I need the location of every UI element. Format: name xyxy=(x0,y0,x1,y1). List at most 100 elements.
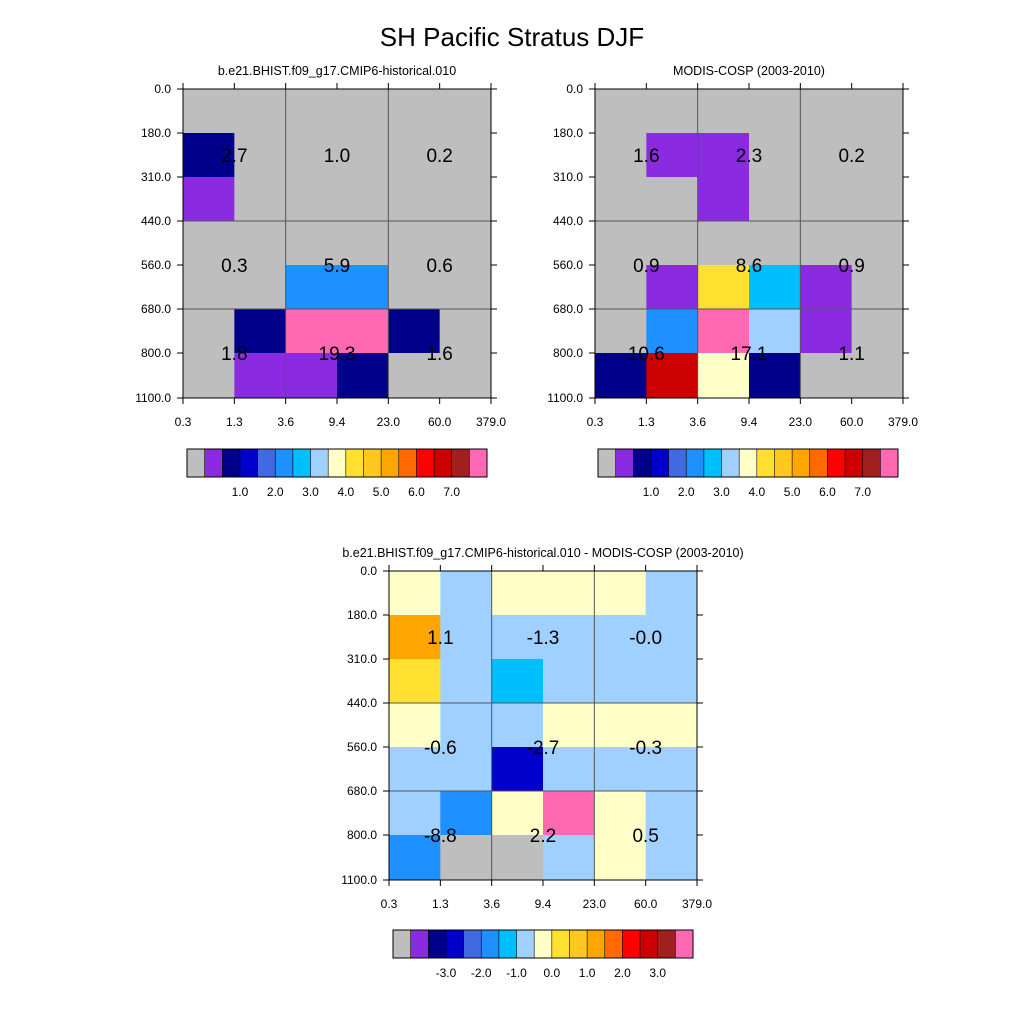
colorbar-swatch xyxy=(469,449,488,477)
colorbar-frame xyxy=(186,448,488,478)
colorbar-swatch xyxy=(481,930,500,958)
heatmap-cell xyxy=(491,835,544,881)
x-tick-label: 1.3 xyxy=(432,897,449,911)
heatmap-cell xyxy=(645,835,698,881)
heatmap-cell xyxy=(594,835,647,881)
heatmap-cell xyxy=(491,791,544,836)
heatmap-cell xyxy=(439,133,492,178)
panel-title: b.e21.BHIST.f09_g17.CMIP6-historical.010… xyxy=(342,546,743,560)
heatmap-cell xyxy=(439,89,492,134)
heatmap-cell xyxy=(234,133,287,178)
x-tick-label: 60.0 xyxy=(634,897,658,911)
y-tick-label: 1100.0 xyxy=(547,391,583,405)
heatmap-cell xyxy=(234,265,287,310)
colorbar-swatch xyxy=(640,930,659,958)
panel-title: b.e21.BHIST.f09_g17.CMIP6-historical.010 xyxy=(218,64,456,78)
heatmap-cell xyxy=(851,353,904,399)
colorbar-swatch xyxy=(516,930,535,958)
heatmap-cell xyxy=(749,353,801,399)
heatmap-cell xyxy=(646,353,699,399)
y-tick-label: 800.0 xyxy=(141,346,171,360)
heatmap-cell xyxy=(234,221,287,266)
heatmap-cell xyxy=(337,309,389,354)
colorbar-label: 5.0 xyxy=(784,485,801,499)
heatmap-cell xyxy=(285,133,338,178)
heatmap-cell xyxy=(646,133,699,178)
heatmap-cell xyxy=(388,89,441,134)
heatmap-cell xyxy=(440,615,493,660)
heatmap-cell xyxy=(285,265,338,310)
heatmap-cell xyxy=(440,659,493,704)
x-tick-label: 3.6 xyxy=(483,897,500,911)
colorbar-swatch xyxy=(445,930,464,958)
colorbar-swatch xyxy=(615,449,634,477)
x-tick-label: 3.6 xyxy=(277,415,294,429)
heatmap-cell xyxy=(285,177,338,222)
y-tick-label: 680.0 xyxy=(553,302,583,316)
heatmap-cell xyxy=(800,353,853,399)
colorbar-swatch xyxy=(328,449,347,477)
heatmap-cell xyxy=(388,221,441,266)
heatmap-cell xyxy=(491,703,544,748)
colorbar-swatch xyxy=(310,449,329,477)
heatmap-cell xyxy=(337,89,389,134)
heatmap-cell xyxy=(183,353,235,399)
y-tick-label: 560.0 xyxy=(141,258,171,272)
colorbar-label: 3.0 xyxy=(649,966,666,980)
y-tick-label: 310.0 xyxy=(347,652,377,666)
colorbar-swatch xyxy=(657,930,676,958)
colorbar-swatch xyxy=(463,930,482,958)
y-tick-label: 800.0 xyxy=(553,346,583,360)
heatmap-cell xyxy=(697,221,750,266)
heatmap-cell xyxy=(183,309,235,354)
box-value-label: 0.9 xyxy=(633,256,659,277)
colorbar-swatch xyxy=(827,449,846,477)
heatmap-cell xyxy=(439,177,492,222)
colorbar-label: 1.0 xyxy=(579,966,596,980)
x-tick-label: 0.3 xyxy=(381,897,398,911)
heatmap-cell xyxy=(491,659,544,704)
heatmap-cell xyxy=(183,265,235,310)
heatmap-cell xyxy=(646,89,699,134)
x-tick-label: 60.0 xyxy=(428,415,452,429)
colorbar-swatch xyxy=(551,930,570,958)
box-value-label: 0.5 xyxy=(632,826,658,847)
box-value-label: 0.2 xyxy=(838,146,864,167)
colorbar-swatch xyxy=(650,449,669,477)
heatmap-cell xyxy=(645,703,698,748)
box-value-label: 0.6 xyxy=(426,256,452,277)
box-value-label: 2.2 xyxy=(530,826,556,847)
heatmap-cell xyxy=(388,133,441,178)
colorbar-swatch xyxy=(410,930,429,958)
heatmap-cell xyxy=(645,571,698,616)
heatmap-cell xyxy=(543,615,595,660)
heatmap-cell xyxy=(595,133,647,178)
heatmap-cell xyxy=(851,177,904,222)
y-tick-label: 560.0 xyxy=(347,740,377,754)
colorbar-swatch xyxy=(204,449,223,477)
heatmap-cell xyxy=(595,221,647,266)
colorbar-swatch xyxy=(498,930,517,958)
colorbar-swatch xyxy=(862,449,881,477)
heatmap-cell xyxy=(440,791,493,836)
colorbar-swatch xyxy=(363,449,382,477)
box-value-label: 1.1 xyxy=(427,628,453,649)
heatmap-cell xyxy=(749,221,801,266)
colorbar-label: 3.0 xyxy=(713,485,730,499)
x-tick-label: 0.3 xyxy=(175,415,192,429)
heatmap-cell xyxy=(595,177,647,222)
heatmap-cell xyxy=(234,89,287,134)
y-tick-label: 180.0 xyxy=(141,126,171,140)
heatmap-cell xyxy=(851,309,904,354)
heatmap-cell xyxy=(594,571,647,616)
heatmap-cell xyxy=(749,133,801,178)
heatmap-cell xyxy=(697,89,750,134)
y-tick-label: 180.0 xyxy=(347,608,377,622)
y-tick-label: 800.0 xyxy=(347,828,377,842)
heatmap-cell xyxy=(285,89,338,134)
box-value-label: -0.6 xyxy=(424,738,457,759)
x-tick-label: 9.4 xyxy=(741,415,758,429)
heatmap-cell xyxy=(800,89,853,134)
heatmap-cell xyxy=(439,309,492,354)
heatmap-cell xyxy=(800,221,853,266)
